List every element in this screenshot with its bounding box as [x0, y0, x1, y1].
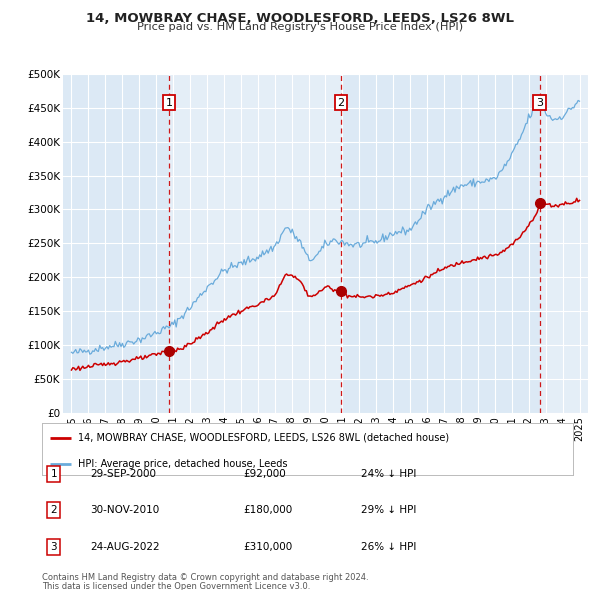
Text: 14, MOWBRAY CHASE, WOODLESFORD, LEEDS, LS26 8WL (detached house): 14, MOWBRAY CHASE, WOODLESFORD, LEEDS, L…	[78, 432, 449, 442]
Text: 14, MOWBRAY CHASE, WOODLESFORD, LEEDS, LS26 8WL: 14, MOWBRAY CHASE, WOODLESFORD, LEEDS, L…	[86, 12, 514, 25]
Text: 1: 1	[50, 469, 57, 478]
Bar	[169, 74, 341, 413]
Text: £92,000: £92,000	[244, 469, 287, 478]
Text: 3: 3	[536, 97, 543, 107]
Text: Price paid vs. HM Land Registry's House Price Index (HPI): Price paid vs. HM Land Registry's House …	[137, 22, 463, 32]
Bar	[540, 74, 588, 413]
Text: £180,000: £180,000	[244, 506, 293, 515]
Text: 30-NOV-2010: 30-NOV-2010	[90, 506, 159, 515]
Text: This data is licensed under the Open Government Licence v3.0.: This data is licensed under the Open Gov…	[42, 582, 310, 590]
Text: Contains HM Land Registry data © Crown copyright and database right 2024.: Contains HM Land Registry data © Crown c…	[42, 573, 368, 582]
Text: 24-AUG-2022: 24-AUG-2022	[90, 542, 160, 552]
Text: £310,000: £310,000	[244, 542, 293, 552]
Text: 2: 2	[50, 506, 57, 515]
Text: 24% ↓ HPI: 24% ↓ HPI	[361, 469, 416, 478]
Text: 29-SEP-2000: 29-SEP-2000	[90, 469, 156, 478]
Text: 1: 1	[166, 97, 172, 107]
Text: 2: 2	[338, 97, 344, 107]
Text: 26% ↓ HPI: 26% ↓ HPI	[361, 542, 416, 552]
Text: 29% ↓ HPI: 29% ↓ HPI	[361, 506, 416, 515]
Text: 3: 3	[50, 542, 57, 552]
Text: HPI: Average price, detached house, Leeds: HPI: Average price, detached house, Leed…	[78, 458, 287, 468]
